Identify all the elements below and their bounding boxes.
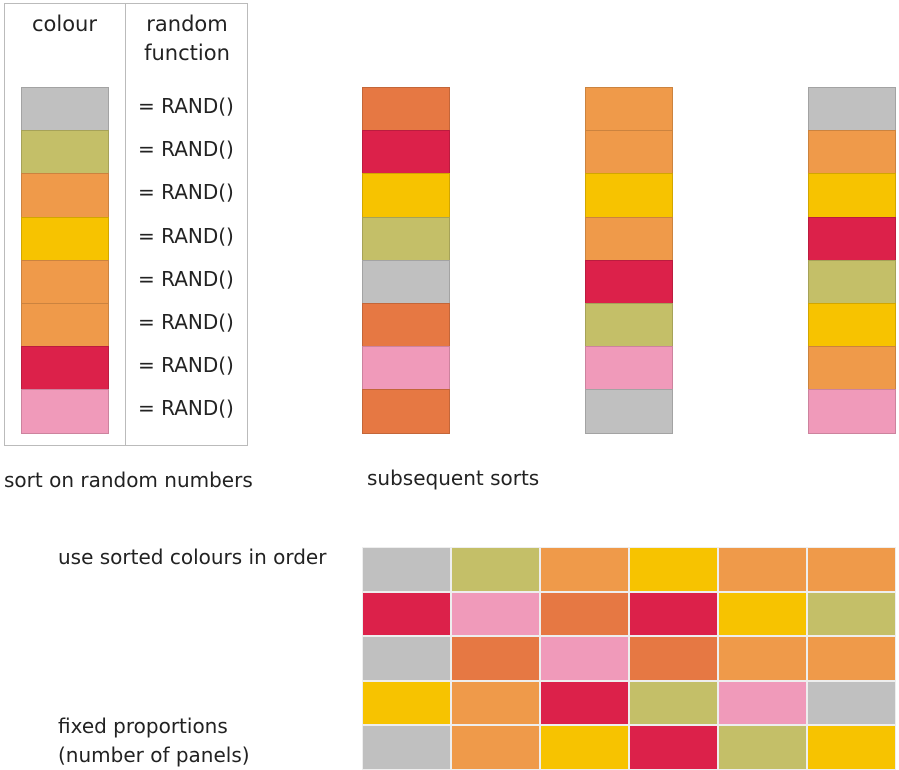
function-header: random function bbox=[144, 12, 230, 65]
grid-cell-gray bbox=[807, 680, 896, 726]
sort-swatch-yellow bbox=[362, 173, 450, 218]
grid-cell-dark-orange bbox=[451, 636, 540, 681]
table-divider bbox=[125, 3, 126, 446]
sort-swatch-gray bbox=[362, 259, 450, 304]
colour-swatch-orange bbox=[21, 259, 109, 304]
grid-cell-pink bbox=[540, 636, 629, 681]
sort-swatch-dark-orange bbox=[362, 87, 450, 132]
sort-swatch-gray bbox=[808, 87, 896, 132]
colour-swatch-red bbox=[21, 346, 109, 391]
sort-swatch-gray bbox=[585, 389, 673, 434]
grid-cell-olive bbox=[451, 547, 540, 592]
grid-cell-red bbox=[629, 591, 718, 637]
colour-swatch-gray bbox=[21, 87, 109, 132]
sort-swatch-orange bbox=[585, 216, 673, 261]
sort-swatch-olive bbox=[808, 259, 896, 304]
grid-cell-dark-orange bbox=[629, 636, 718, 681]
panels-label: (number of panels) bbox=[58, 743, 250, 767]
grid-cell-gray bbox=[362, 725, 451, 770]
sort-swatch-yellow bbox=[585, 173, 673, 218]
sort-swatch-orange bbox=[585, 87, 673, 132]
grid-cell-yellow bbox=[807, 725, 896, 770]
grid-cell-olive bbox=[718, 725, 807, 770]
grid-cell-gray bbox=[362, 547, 451, 592]
grid-cell-orange bbox=[451, 680, 540, 726]
grid-cell-red bbox=[362, 591, 451, 637]
grid-cell-yellow bbox=[629, 547, 718, 592]
fixed-proportions-label: fixed proportions bbox=[58, 714, 228, 738]
use-sorted-label: use sorted colours in order bbox=[58, 545, 327, 569]
grid-cell-orange bbox=[718, 547, 807, 592]
grid-cell-yellow bbox=[540, 725, 629, 770]
colour-header: colour bbox=[31, 12, 98, 36]
grid-cell-orange bbox=[451, 725, 540, 770]
sort-swatch-red bbox=[808, 216, 896, 261]
sort-swatch-pink bbox=[362, 346, 450, 391]
rand-function-label: = RAND() bbox=[138, 310, 234, 334]
colour-table bbox=[4, 3, 248, 446]
grid-cell-olive bbox=[807, 591, 896, 637]
grid-cell-pink bbox=[718, 680, 807, 726]
sort-swatch-dark-orange bbox=[362, 389, 450, 434]
colour-swatch-orange bbox=[21, 173, 109, 218]
grid-cell-yellow bbox=[718, 591, 807, 637]
grid-cell-pink bbox=[451, 591, 540, 637]
grid-cell-orange bbox=[540, 547, 629, 592]
sort-swatch-pink bbox=[808, 389, 896, 434]
grid-cell-orange bbox=[718, 636, 807, 681]
sort-swatch-orange bbox=[585, 130, 673, 175]
subsequent-label: subsequent sorts bbox=[367, 466, 540, 490]
colour-swatch-olive bbox=[21, 130, 109, 175]
grid-cell-red bbox=[629, 725, 718, 770]
rand-function-label: = RAND() bbox=[138, 223, 234, 248]
sort-swatch-olive bbox=[585, 303, 673, 348]
sort-swatch-dark-orange bbox=[362, 303, 450, 348]
grid-cell-yellow bbox=[362, 680, 451, 726]
grid-cell-orange bbox=[807, 636, 896, 681]
rand-function-label: = RAND() bbox=[138, 396, 234, 421]
sort-swatch-red bbox=[585, 259, 673, 304]
grid-cell-orange bbox=[807, 547, 896, 592]
colour-swatch-pink bbox=[21, 389, 109, 434]
grid-cell-olive bbox=[629, 680, 718, 726]
rand-function-label: = RAND() bbox=[138, 94, 234, 118]
sort-swatch-olive bbox=[362, 216, 450, 261]
colour-swatch-yellow bbox=[21, 216, 109, 261]
grid-cell-dark-orange bbox=[540, 591, 629, 637]
rand-function-label: = RAND() bbox=[138, 266, 234, 291]
rand-function-label: = RAND() bbox=[138, 137, 234, 162]
rand-function-label: = RAND() bbox=[138, 353, 234, 378]
sort-swatch-orange bbox=[808, 346, 896, 391]
sort-swatch-yellow bbox=[808, 173, 896, 218]
sort-swatch-yellow bbox=[808, 303, 896, 348]
sort-swatch-red bbox=[362, 130, 450, 175]
grid-cell-red bbox=[540, 680, 629, 726]
colour-swatch-orange bbox=[21, 303, 109, 348]
sort-swatch-orange bbox=[808, 130, 896, 175]
grid-cell-gray bbox=[362, 636, 451, 681]
sort-label: sort on random numbers bbox=[4, 468, 253, 492]
rand-function-label: = RAND() bbox=[138, 180, 234, 205]
sort-swatch-pink bbox=[585, 346, 673, 391]
